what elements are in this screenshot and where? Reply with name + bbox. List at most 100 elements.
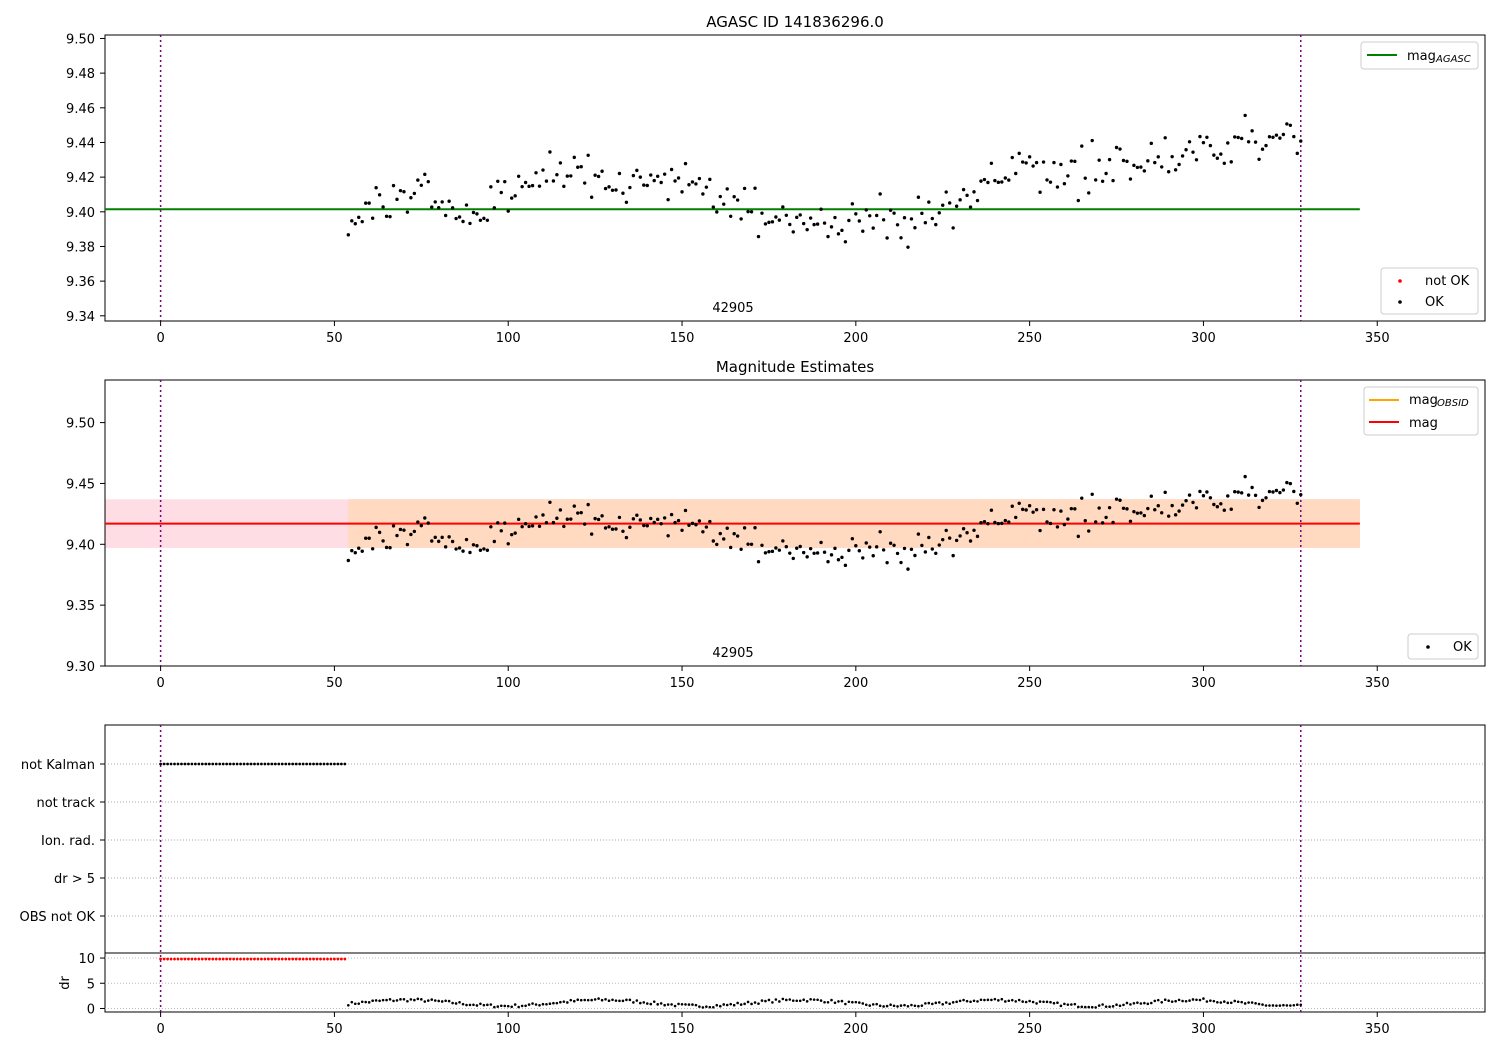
- x-tick-label: 0: [156, 1022, 164, 1037]
- ok-point: [763, 551, 768, 555]
- ok-point: [1111, 520, 1115, 525]
- ok-point: [388, 546, 392, 550]
- ok-point: [718, 194, 722, 199]
- dr-high-point: [211, 957, 215, 961]
- ok-point: [1226, 141, 1230, 145]
- dr-point: [395, 999, 399, 1002]
- ok-point: [927, 200, 931, 204]
- ok-point: [457, 215, 462, 219]
- dr-point: [381, 998, 385, 1002]
- dr-point: [785, 998, 788, 1002]
- y-tick-label: 9.40: [66, 538, 95, 553]
- dr-point: [659, 1002, 663, 1005]
- dr-high-point: [218, 957, 222, 961]
- ok-point: [1125, 507, 1129, 511]
- dr-point: [437, 999, 441, 1003]
- not-kalman-point: [343, 762, 347, 766]
- ok-point: [537, 524, 542, 528]
- dr-point: [413, 998, 416, 1002]
- panel3-frame: [104, 724, 1486, 1013]
- dr-point: [715, 1003, 719, 1007]
- ok-point: [353, 550, 357, 555]
- legend-not-ok-marker: [1398, 279, 1402, 283]
- ok-point: [482, 216, 486, 221]
- ok-point: [638, 518, 643, 522]
- dr-point: [635, 999, 639, 1002]
- dr-point: [1229, 1001, 1233, 1005]
- ok-point: [1205, 135, 1209, 139]
- ok-point: [1222, 508, 1226, 512]
- ok-point: [954, 204, 959, 208]
- dr-point: [385, 998, 388, 1002]
- dr-point: [1017, 998, 1021, 1002]
- ok-point: [1288, 123, 1293, 128]
- ok-point: [1187, 493, 1192, 497]
- dr-point: [1031, 1000, 1035, 1004]
- ok-point: [843, 563, 848, 568]
- not-kalman-point: [326, 762, 329, 766]
- dr-high-point: [239, 957, 242, 961]
- not-kalman-point: [287, 762, 291, 766]
- ok-point: [541, 168, 545, 172]
- dr-high-point: [193, 957, 197, 961]
- not-kalman-point: [305, 762, 309, 766]
- dr-point: [503, 1004, 507, 1008]
- dr-point: [840, 999, 844, 1003]
- dr-point: [1292, 1003, 1296, 1007]
- ok-point: [569, 517, 573, 521]
- dr-point: [472, 1003, 475, 1007]
- not-kalman-point: [308, 762, 312, 766]
- dr-point: [534, 1003, 538, 1006]
- ok-point: [864, 208, 868, 212]
- ok-point: [1087, 191, 1091, 195]
- ok-point: [558, 508, 563, 512]
- y-tick-label: 10: [78, 952, 95, 967]
- x-tick-label: 250: [1017, 331, 1042, 346]
- ok-point: [822, 221, 827, 225]
- ok-point: [697, 519, 702, 523]
- dr-high-point: [343, 957, 347, 961]
- ok-point: [975, 198, 980, 203]
- ok-point: [433, 535, 437, 540]
- not-kalman-point: [183, 762, 187, 766]
- dr-point: [746, 1000, 750, 1004]
- dr-high-point: [232, 957, 236, 961]
- ok-point: [986, 180, 990, 185]
- ok-point: [659, 180, 663, 185]
- ok-point: [808, 546, 813, 551]
- ok-point: [503, 521, 507, 525]
- ok-point: [357, 546, 361, 550]
- not-kalman-point: [221, 762, 225, 766]
- dr-point: [618, 999, 621, 1003]
- dr-high-point: [263, 957, 267, 961]
- ok-point: [669, 512, 674, 517]
- y-tick-label: 9.46: [66, 102, 95, 117]
- ok-point: [1118, 147, 1122, 151]
- dr-point: [496, 1005, 500, 1008]
- dr-point: [677, 1002, 680, 1006]
- ok-point: [572, 155, 576, 160]
- dr-point: [538, 1003, 541, 1007]
- dr-point: [951, 1001, 955, 1004]
- dr-point: [1174, 999, 1177, 1003]
- ok-point: [1132, 509, 1136, 514]
- ok-point: [1069, 159, 1074, 163]
- dr-point: [944, 1001, 948, 1004]
- ok-point: [426, 179, 430, 184]
- dr-point: [875, 1002, 878, 1006]
- dr-high-point: [228, 957, 232, 961]
- dr-high-point: [315, 957, 319, 961]
- ok-point: [1017, 151, 1021, 156]
- x-tick-label: 100: [496, 1022, 521, 1037]
- ok-point: [1107, 157, 1112, 162]
- ok-point: [1020, 507, 1025, 512]
- dr-high-point: [214, 957, 218, 961]
- ok-point: [1281, 488, 1286, 492]
- ok-point: [589, 195, 594, 199]
- dr-point: [962, 998, 965, 1002]
- dr-point: [1118, 1004, 1122, 1008]
- ok-point: [416, 520, 420, 524]
- dr-point: [583, 998, 586, 1002]
- ok-point: [346, 558, 351, 563]
- ok-point: [1184, 148, 1188, 152]
